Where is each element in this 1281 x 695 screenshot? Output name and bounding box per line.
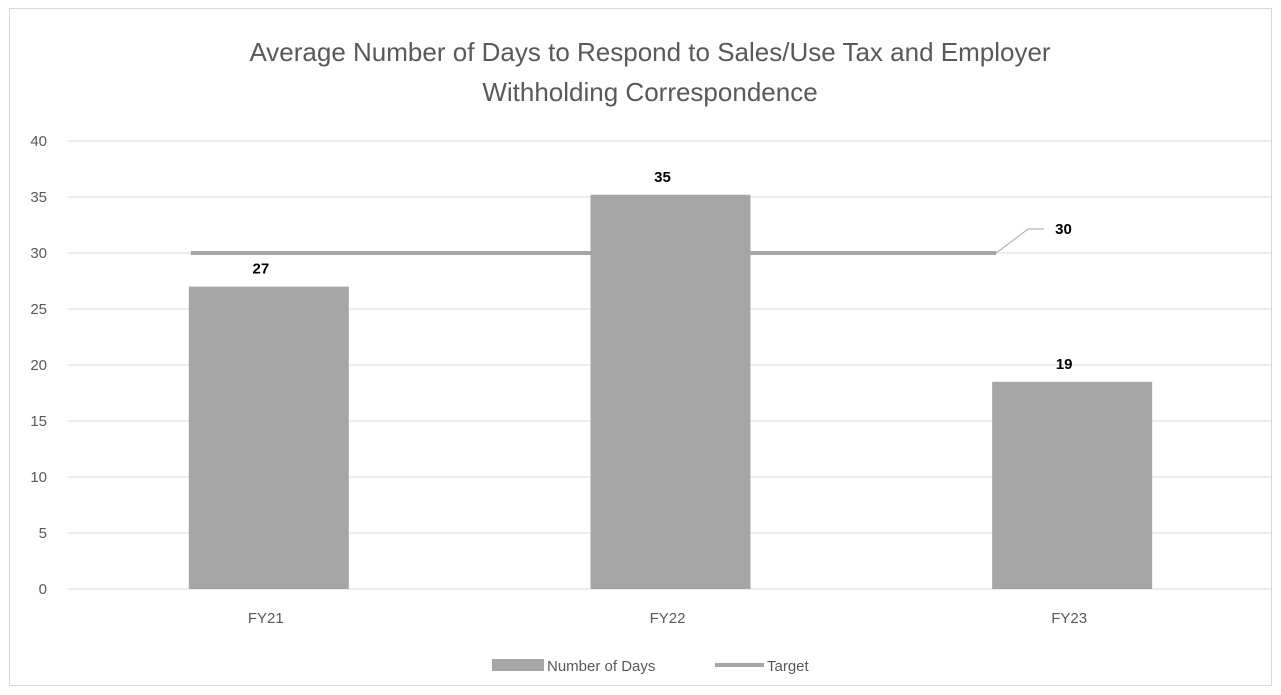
y-tick-label-40: 40 — [30, 133, 47, 150]
x-axis-ticks: FY21 FY22 FY23 — [248, 610, 1087, 627]
x-tick-label-fy23: FY23 — [1051, 610, 1087, 627]
y-axis-ticks: 0 5 10 15 20 25 30 35 40 — [30, 133, 47, 598]
x-tick-label-fy22: FY22 — [650, 610, 686, 627]
data-label-fy22: 35 — [654, 169, 671, 186]
chart-title-line-2: Withholding Correspondence — [482, 77, 817, 107]
legend-label-number-of-days: Number of Days — [547, 658, 655, 675]
data-labels: 27 35 19 — [252, 169, 1072, 373]
y-tick-label-35: 35 — [30, 189, 47, 206]
legend-swatch-number-of-days — [492, 659, 544, 671]
data-label-target: 30 — [1055, 221, 1072, 238]
y-tick-label-15: 15 — [30, 413, 47, 430]
y-tick-label-10: 10 — [30, 469, 47, 486]
y-tick-label-0: 0 — [39, 581, 47, 598]
target-leader-line — [995, 228, 1045, 254]
data-label-fy21: 27 — [252, 261, 269, 278]
legend-label-target: Target — [767, 658, 810, 675]
bar-fy21 — [188, 286, 349, 589]
chart-title-line-1: Average Number of Days to Respond to Sal… — [249, 37, 1050, 67]
y-tick-label-20: 20 — [30, 357, 47, 374]
chart-svg: Average Number of Days to Respond to Sal… — [30, 37, 1271, 675]
x-tick-label-fy21: FY21 — [248, 610, 284, 627]
y-tick-label-25: 25 — [30, 301, 47, 318]
bar-fy22 — [590, 194, 751, 589]
bars — [188, 194, 1153, 589]
y-tick-label-30: 30 — [30, 245, 47, 262]
chart-title: Average Number of Days to Respond to Sal… — [249, 37, 1050, 107]
target-line-group: 30 — [190, 221, 1072, 255]
legend: Number of Days Target — [492, 658, 810, 675]
chart-frame: Average Number of Days to Respond to Sal… — [9, 8, 1272, 686]
data-label-fy23: 19 — [1056, 356, 1073, 373]
y-tick-label-5: 5 — [39, 525, 47, 542]
bar-fy23 — [992, 381, 1153, 589]
